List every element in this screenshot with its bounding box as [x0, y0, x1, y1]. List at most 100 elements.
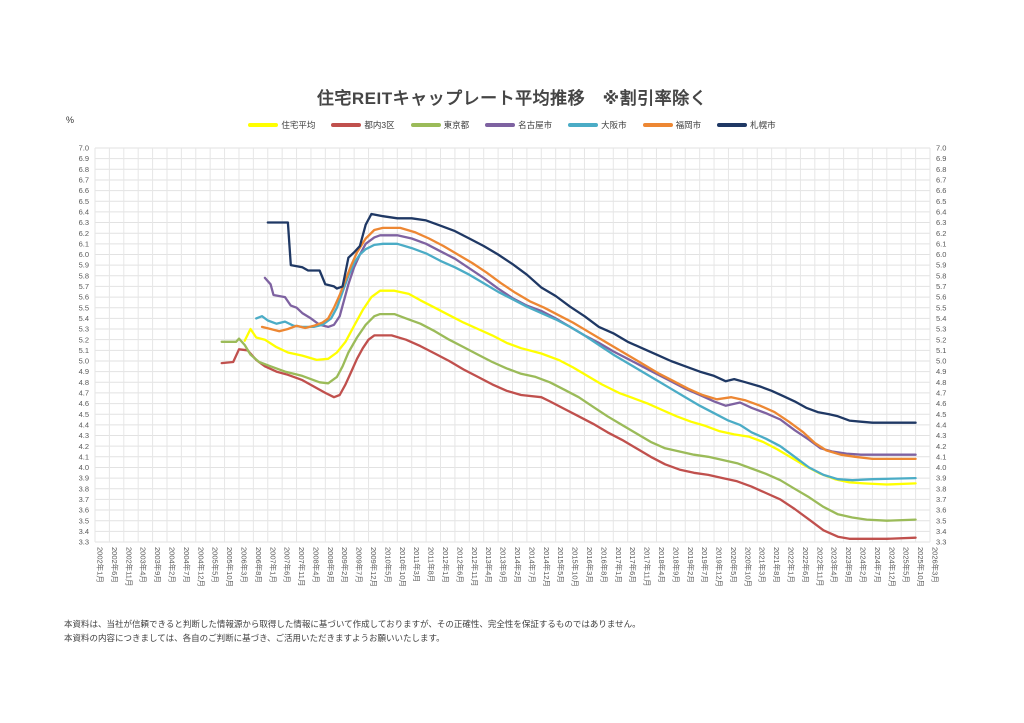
legend-swatch — [410, 123, 441, 127]
y-tick-left: 6.3 — [79, 218, 89, 227]
legend-item-tokyo-to: 東京都 — [410, 119, 469, 131]
y-tick-left: 4.0 — [79, 463, 89, 472]
gridlines — [94, 147, 931, 543]
x-tick: 2004年12月 — [196, 547, 206, 587]
y-tick-right: 4.1 — [936, 452, 946, 461]
legend-swatch — [248, 123, 279, 127]
legend-item-nagoya-shi: 名古屋市 — [485, 119, 552, 131]
x-tick: 2003年4月 — [139, 547, 149, 583]
y-tick-left: 6.1 — [79, 239, 89, 248]
series-line-都内3区 — [220, 334, 917, 540]
y-tick-right: 6.6 — [936, 186, 946, 195]
footnote-line-1: 本資料は、当社が信頼できると判断した情報源から取得した情報に基づいて作成しており… — [64, 619, 641, 629]
series-line-東京都 — [220, 312, 917, 522]
y-tick-left: 3.5 — [79, 516, 89, 525]
y-tick-right: 3.9 — [936, 474, 946, 483]
x-tick: 2012年6月 — [455, 547, 465, 583]
y-tick-right: 5.4 — [936, 314, 946, 323]
x-tick: 2016年8月 — [599, 547, 609, 583]
y-tick-left: 5.1 — [79, 346, 89, 355]
x-tick: 2014年7月 — [527, 547, 537, 583]
series-line-住宅平均 — [243, 289, 917, 486]
y-tick-right: 5.5 — [936, 303, 946, 312]
series-line-札幌市 — [266, 212, 917, 424]
x-tick: 2010年5月 — [383, 547, 393, 583]
x-tick: 2022年11月 — [815, 547, 825, 586]
y-tick-right: 7.0 — [936, 144, 946, 153]
y-tick-right: 5.3 — [936, 325, 946, 334]
series-line-福岡市 — [260, 226, 917, 461]
y-tick-left: 7.0 — [79, 144, 89, 153]
legend-label: 名古屋市 — [518, 120, 553, 130]
x-tick: 2026年3月 — [931, 547, 941, 583]
x-tick: 2015年5月 — [556, 547, 566, 583]
y-tick-right: 4.5 — [936, 410, 946, 419]
x-tick: 2009年7月 — [355, 547, 365, 583]
x-tick: 2009年12月 — [369, 547, 379, 587]
x-tick: 2020年5月 — [729, 547, 739, 583]
x-tick: 2012年11月 — [470, 547, 480, 586]
y-tick-right: 3.3 — [936, 538, 946, 547]
y-tick-left: 5.0 — [79, 357, 89, 366]
x-tick: 2012年1月 — [441, 547, 451, 583]
x-tick: 2006年3月 — [239, 547, 249, 583]
y-tick-right: 4.9 — [936, 367, 946, 376]
y-tick-right: 4.0 — [936, 463, 946, 472]
x-tick: 2023年4月 — [830, 547, 840, 583]
x-tick: 2014年12月 — [542, 547, 552, 587]
y-tick-right: 6.9 — [936, 154, 946, 163]
x-tick: 2017年1月 — [614, 547, 624, 583]
y-tick-right: 6.0 — [936, 250, 946, 259]
x-tick: 2007年6月 — [283, 547, 293, 583]
y-axis-unit-label: % — [66, 115, 75, 125]
legend-swatch — [331, 123, 362, 127]
y-tick-left: 4.3 — [79, 431, 89, 440]
y-tick-left: 6.7 — [79, 176, 89, 185]
y-tick-right: 5.7 — [936, 282, 946, 291]
x-tick: 2022年6月 — [801, 547, 811, 583]
legend-label: 都内3区 — [364, 120, 395, 130]
y-tick-right: 6.2 — [936, 229, 946, 238]
legend-item-sapporo-shi: 札幌市 — [717, 119, 776, 131]
y-tick-left: 4.9 — [79, 367, 89, 376]
y-tick-left: 4.6 — [79, 399, 89, 408]
x-tick: 2011年3月 — [412, 547, 422, 582]
y-tick-left: 4.1 — [79, 452, 89, 461]
x-tick: 2010年10月 — [398, 547, 408, 587]
series-lines — [220, 212, 917, 540]
y-tick-left: 6.2 — [79, 229, 89, 238]
x-tick: 2021年8月 — [772, 547, 782, 583]
x-tick: 2019年7月 — [700, 547, 710, 583]
footnote-line-2: 本資料の内容につきましては、各自のご判断に基づき、ご活用いただきますようお願いい… — [64, 633, 445, 643]
x-tick: 2004年2月 — [167, 547, 177, 583]
x-tick: 2008年4月 — [311, 547, 321, 583]
legend-label: 札幌市 — [750, 120, 776, 130]
legend-item-tonai-3ku: 都内3区 — [331, 119, 395, 131]
legend-item-fukuoka-shi: 福岡市 — [642, 119, 702, 131]
x-tick: 2007年11月 — [297, 547, 307, 586]
y-tick-right: 4.6 — [936, 399, 946, 408]
y-tick-right: 6.5 — [936, 197, 946, 206]
y-tick-right: 5.9 — [936, 261, 946, 270]
y-tick-right: 6.4 — [936, 207, 946, 216]
x-tick: 2017年6月 — [628, 547, 638, 583]
y-tick-right: 3.5 — [936, 516, 946, 525]
x-tick: 2007年1月 — [268, 547, 278, 583]
y-tick-left: 6.5 — [79, 197, 89, 206]
legend-swatch — [568, 123, 599, 127]
x-tick: 2002年11月 — [124, 547, 134, 586]
x-tick: 2018年9月 — [671, 547, 681, 583]
y-tick-right: 4.4 — [936, 420, 946, 429]
x-tick: 2024年7月 — [873, 547, 883, 583]
x-tick: 2006年8月 — [254, 547, 264, 583]
legend-label: 福岡市 — [675, 120, 702, 130]
y-tick-left: 5.7 — [79, 282, 89, 291]
y-tick-right: 6.8 — [936, 165, 946, 174]
legend-swatch — [642, 123, 673, 127]
y-tick-left: 3.7 — [79, 495, 89, 504]
y-tick-left: 4.7 — [79, 389, 89, 398]
x-tick: 2004年7月 — [182, 547, 192, 583]
legend-swatch — [485, 123, 516, 127]
